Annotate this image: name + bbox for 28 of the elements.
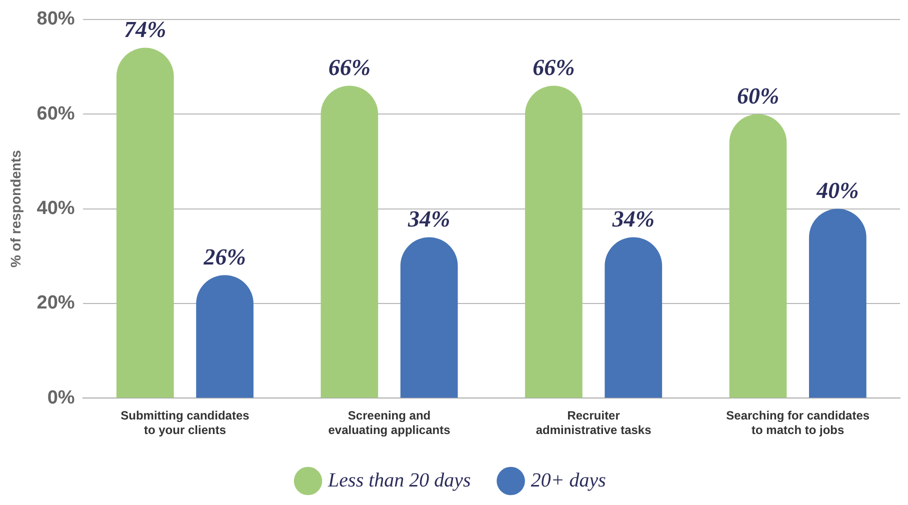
- y-tick-label: 40%: [36, 198, 75, 220]
- x-tick-label: Recruiter administrative tasks: [536, 408, 652, 438]
- y-tick-label: 20%: [36, 292, 75, 314]
- data-label: 34%: [611, 206, 654, 232]
- y-tick-label: 60%: [36, 103, 75, 124]
- bar: [525, 86, 582, 398]
- legend-label: 20+ days: [530, 469, 606, 492]
- data-label: 66%: [532, 55, 575, 80]
- x-tick-label: Searching for candidates to match to jobs: [726, 408, 870, 438]
- legend-label: Less than 20 days: [327, 469, 472, 492]
- bar: [809, 208, 866, 398]
- bar: [604, 237, 662, 398]
- data-label: 60%: [736, 84, 780, 109]
- bar: [320, 86, 378, 398]
- bar: [400, 237, 458, 398]
- bar: [729, 114, 787, 398]
- data-label: 74%: [124, 17, 166, 42]
- data-label: 66%: [328, 55, 371, 80]
- y-tick-label: 0%: [47, 387, 75, 408]
- data-label: 34%: [407, 206, 450, 232]
- x-tick-label: Screening and evaluating applicants: [328, 408, 451, 438]
- data-label: 40%: [816, 178, 859, 204]
- y-axis-title: % of respondents: [7, 150, 24, 268]
- bar: [196, 275, 254, 398]
- bar: [116, 48, 174, 398]
- x-tick-label: Submitting candidates to your clients: [120, 408, 250, 438]
- data-label: 26%: [202, 244, 246, 270]
- y-tick-label: 80%: [36, 8, 75, 30]
